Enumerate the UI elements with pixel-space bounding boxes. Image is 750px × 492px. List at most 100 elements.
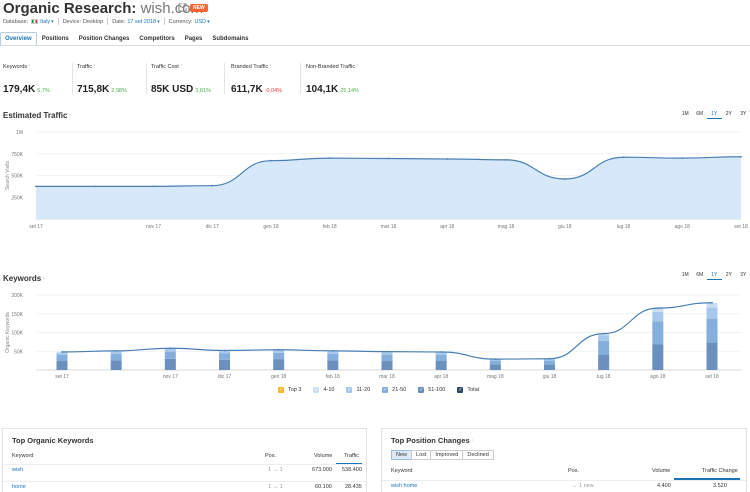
x-tick-label: ago 18 (650, 374, 666, 380)
data-point (563, 178, 566, 180)
data-point (446, 158, 449, 160)
bar-segment (544, 360, 555, 365)
divider (224, 63, 225, 94)
info-icon[interactable]: ⁱ (357, 64, 359, 70)
column-header-traffic[interactable]: Traffic (344, 453, 359, 459)
bar-segment (56, 361, 68, 370)
top-position-changes-card: Top Position Changes ⁱ New Lost Improved … (381, 428, 747, 492)
card-title-text: Top Organic Keywords (12, 436, 94, 445)
metric-value[interactable]: 715,8K (77, 84, 110, 95)
range-1y[interactable]: 1Y (707, 110, 722, 119)
x-tick-label: nov 17 (163, 374, 178, 380)
tab-overview[interactable]: Overview (0, 32, 37, 45)
x-tick-label: set 17 (29, 224, 43, 230)
bar-segment (381, 354, 393, 361)
range-3y[interactable]: 3Y (740, 272, 747, 278)
keyword-link[interactable]: home (12, 484, 26, 490)
position-value: 1 → 1 (268, 467, 283, 473)
table-row[interactable]: wish 1 → 1 673.000 538.400 (3, 464, 366, 474)
data-point (223, 349, 226, 352)
subtab-declined[interactable]: Declined (462, 450, 494, 460)
metric-value[interactable]: 104,1K (306, 84, 339, 95)
table-row[interactable]: home 1 → 1 60.100 28.435 (3, 481, 366, 491)
legend-top3[interactable]: ✓ Top 3 (278, 386, 301, 393)
data-point (494, 358, 497, 361)
info-icon[interactable]: ⁱ (270, 64, 272, 70)
keyword-link[interactable]: wish home (391, 483, 418, 489)
info-icon[interactable]: ⁱ (69, 114, 71, 120)
external-link-icon[interactable] (178, 3, 187, 12)
sort-indicator (336, 463, 362, 465)
column-header-pos[interactable]: Pos. (568, 468, 580, 474)
legend-51-100[interactable]: ✓ 51-100 (418, 386, 445, 393)
info-icon[interactable]: ⁱ (29, 64, 31, 70)
metric-change: 3,81% (195, 88, 211, 94)
info-icon[interactable]: ⁱ (43, 277, 45, 283)
data-point (169, 347, 172, 350)
subtab-improved[interactable]: Improved (430, 450, 464, 460)
range-2y[interactable]: 2Y (725, 111, 732, 117)
bar-segment (381, 352, 393, 355)
chevron-down-icon[interactable]: ▾ (51, 18, 54, 25)
data-point (656, 307, 659, 310)
y-tick-label: 1M (16, 130, 23, 136)
info-icon[interactable]: ⁱ (180, 64, 182, 70)
keywords-range-selector: 1M 6M 1Y 2Y 3Y (678, 271, 750, 280)
currency-select[interactable]: USD (194, 18, 207, 25)
new-badge: NEW (190, 4, 208, 12)
divider (300, 63, 301, 94)
tab-pages[interactable]: Pages (184, 36, 203, 42)
column-header-volume[interactable]: Volume (314, 453, 333, 459)
legend-21-50[interactable]: ✓ 21-50 (382, 386, 406, 393)
bar-segment (598, 355, 610, 370)
database-select[interactable]: Italy (40, 18, 51, 25)
range-1m[interactable]: 1M (681, 111, 689, 117)
y-tick-label: 500K (11, 174, 23, 180)
checkbox-icon: ✓ (278, 386, 284, 393)
traffic-chart[interactable]: 250K 500K 750K 1M Search Visits set 17 nov 17 d… (0, 126, 750, 236)
divider (72, 63, 73, 94)
range-3y[interactable]: 3Y (740, 111, 747, 117)
subtab-lost[interactable]: Lost (411, 450, 432, 460)
range-1y[interactable]: 1Y (707, 271, 722, 280)
metric-value[interactable]: 85K USD (151, 84, 194, 95)
date-select[interactable]: 17 set 2018 (127, 18, 157, 25)
chevron-down-icon[interactable]: ▾ (157, 18, 160, 25)
tab-competitors[interactable]: Competitors (139, 36, 175, 42)
column-header-keyword[interactable]: Keyword (391, 468, 413, 474)
divider (57, 18, 59, 25)
column-header-volume[interactable]: Volume (652, 468, 671, 474)
column-header-keyword[interactable]: Keyword (12, 453, 34, 459)
subtab-new[interactable]: New (391, 450, 413, 460)
metric-value[interactable]: 179,4K (3, 84, 36, 95)
tab-position-changes[interactable]: Position Changes (78, 36, 130, 42)
data-point (386, 350, 388, 353)
column-header-traffic-change[interactable]: Traffic Change (702, 468, 738, 474)
legend-11-20[interactable]: ✓ 11-20 (346, 386, 370, 393)
info-icon[interactable]: ⁱ (471, 439, 473, 445)
range-6m[interactable]: 6M (696, 111, 704, 117)
bar-segment (652, 321, 664, 345)
column-header-pos[interactable]: Pos. (265, 453, 277, 459)
data-point (93, 185, 96, 188)
keyword-link[interactable]: wish (12, 467, 24, 473)
legend-4-10[interactable]: ✓ 4-10 (313, 386, 334, 393)
legend-total[interactable]: ✓ Total (457, 386, 479, 393)
range-2y[interactable]: 2Y (725, 272, 732, 278)
metric-value[interactable]: 611,7K (231, 84, 263, 95)
range-6m[interactable]: 6M (696, 272, 704, 278)
chevron-down-icon[interactable]: ▾ (207, 18, 210, 25)
database-label: Database: (3, 18, 29, 25)
data-point (602, 332, 605, 335)
info-icon[interactable]: ⁱ (95, 439, 97, 445)
info-icon[interactable]: ⁱ (93, 64, 95, 70)
x-tick-label: apr 18 (440, 224, 454, 230)
tab-subdomains[interactable]: Subdomains (212, 36, 249, 42)
bar-segment (381, 360, 393, 370)
table-row[interactable]: wish home → 1 new 4.400 3.520 (382, 480, 746, 490)
checkbox-icon: ✓ (382, 386, 389, 393)
range-1m[interactable]: 1M (681, 272, 689, 278)
keywords-chart[interactable]: 50K 100K 150K 200K Organic Keywords set 17 nov… (0, 288, 750, 383)
tab-positions[interactable]: Positions (41, 36, 69, 42)
data-point (387, 157, 390, 160)
